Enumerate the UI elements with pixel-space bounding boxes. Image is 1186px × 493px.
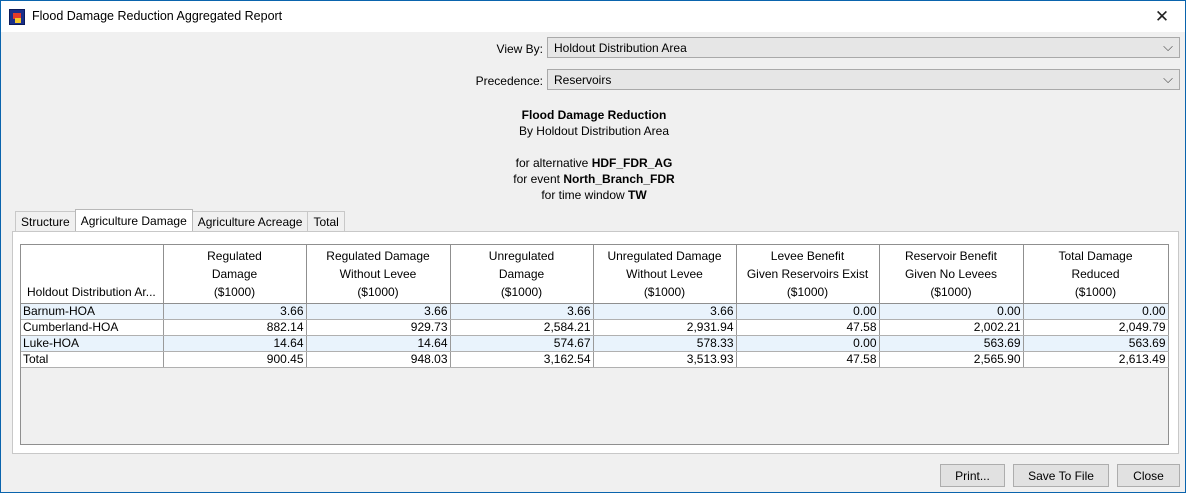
row-label-cell[interactable]: Total xyxy=(21,351,164,368)
event-prefix: for event xyxy=(513,172,564,186)
value-cell[interactable]: 2,002.21 xyxy=(879,319,1024,336)
event-value: North_Branch_FDR xyxy=(563,172,675,186)
table-row[interactable]: Luke-HOA 14.64 14.64 574.67 578.33 0.00 563.69… xyxy=(21,335,1169,352)
row-label-cell[interactable]: Luke-HOA xyxy=(21,335,164,352)
table-frame: Holdout Distribution Ar... Regulated Dama… xyxy=(20,244,1169,445)
report-tabs: Structure Agriculture Damage Agriculture… xyxy=(15,209,345,232)
precedence-value: Reservoirs xyxy=(554,73,612,87)
value-cell[interactable]: 2,931.94 xyxy=(593,319,737,336)
column-header[interactable]: Regulated Damage ($1000) xyxy=(163,245,307,304)
row-label-cell[interactable]: Barnum-HOA xyxy=(21,303,164,320)
view-by-select[interactable]: Holdout Distribution Area ⌵ xyxy=(547,37,1180,58)
value-cell[interactable]: 14.64 xyxy=(306,335,451,352)
app-icon xyxy=(9,9,25,25)
value-cell[interactable]: 2,613.49 xyxy=(1023,351,1169,368)
row-label-cell[interactable]: Cumberland-HOA xyxy=(21,319,164,336)
value-cell[interactable]: 2,584.21 xyxy=(450,319,594,336)
value-cell[interactable]: 2,565.90 xyxy=(879,351,1024,368)
value-cell[interactable]: 47.58 xyxy=(736,351,880,368)
value-cell[interactable]: 578.33 xyxy=(593,335,737,352)
precedence-select[interactable]: Reservoirs ⌵ xyxy=(547,69,1180,90)
title-bar[interactable]: Flood Damage Reduction Aggregated Report… xyxy=(1,1,1185,32)
tab-total[interactable]: Total xyxy=(307,211,345,232)
value-cell[interactable]: 0.00 xyxy=(1023,303,1169,320)
tab-panel: Holdout Distribution Ar... Regulated Dama… xyxy=(12,231,1179,454)
value-cell[interactable]: 3.66 xyxy=(306,303,451,320)
value-cell[interactable]: 47.58 xyxy=(736,319,880,336)
value-cell[interactable]: 929.73 xyxy=(306,319,451,336)
column-header[interactable]: Reservoir Benefit Given No Levees ($1000) xyxy=(879,245,1024,304)
view-by-label: View By: xyxy=(496,42,543,56)
value-cell[interactable]: 900.45 xyxy=(163,351,307,368)
close-button[interactable]: Close xyxy=(1117,464,1180,487)
report-time-window: for time window TW xyxy=(1,188,1186,202)
table-header-row: Holdout Distribution Ar... Regulated Dama… xyxy=(21,245,1169,304)
tab-agriculture-acreage[interactable]: Agriculture Acreage xyxy=(191,211,309,232)
print-button[interactable]: Print... xyxy=(940,464,1005,487)
value-cell[interactable]: 0.00 xyxy=(736,335,880,352)
value-cell[interactable]: 2,049.79 xyxy=(1023,319,1169,336)
value-cell[interactable]: 3.66 xyxy=(450,303,594,320)
table-row[interactable]: Total 900.45 948.03 3,162.54 3,513.93 47.58 2,… xyxy=(21,351,1169,368)
tab-agriculture-damage[interactable]: Agriculture Damage xyxy=(74,209,193,231)
value-cell[interactable]: 3.66 xyxy=(593,303,737,320)
value-cell[interactable]: 574.67 xyxy=(450,335,594,352)
window-title: Flood Damage Reduction Aggregated Report xyxy=(32,9,283,23)
damage-table: Holdout Distribution Ar... Regulated Dama… xyxy=(21,245,1169,368)
save-to-file-button[interactable]: Save To File xyxy=(1013,464,1109,487)
value-cell[interactable]: 882.14 xyxy=(163,319,307,336)
tab-structure[interactable]: Structure xyxy=(15,211,76,232)
precedence-label: Precedence: xyxy=(475,74,543,88)
value-cell[interactable]: 563.69 xyxy=(1023,335,1169,352)
value-cell[interactable]: 948.03 xyxy=(306,351,451,368)
report-title: Flood Damage Reduction xyxy=(521,108,667,122)
report-subtitle: By Holdout Distribution Area xyxy=(518,124,670,138)
value-cell[interactable]: 3,162.54 xyxy=(450,351,594,368)
value-cell[interactable]: 563.69 xyxy=(879,335,1024,352)
column-header[interactable]: Unregulated Damage Without Levee ($1000) xyxy=(593,245,737,304)
time-window-prefix: for time window xyxy=(541,188,629,202)
column-header[interactable]: Holdout Distribution Ar... xyxy=(21,245,164,304)
chevron-down-icon: ⌵ xyxy=(1163,71,1173,86)
value-cell[interactable]: 3.66 xyxy=(163,303,307,320)
column-header[interactable]: Regulated Damage Without Levee ($1000) xyxy=(306,245,451,304)
value-cell[interactable]: 0.00 xyxy=(879,303,1024,320)
column-header[interactable]: Total Damage Reduced ($1000) xyxy=(1023,245,1169,304)
report-event: for event North_Branch_FDR xyxy=(1,172,1186,186)
chevron-down-icon: ⌵ xyxy=(1163,39,1173,54)
value-cell[interactable]: 3,513.93 xyxy=(593,351,737,368)
time-window-value: TW xyxy=(628,188,647,202)
value-cell[interactable]: 14.64 xyxy=(163,335,307,352)
column-header[interactable]: Unregulated Damage ($1000) xyxy=(450,245,594,304)
close-icon[interactable]: ✕ xyxy=(1154,6,1170,26)
value-cell[interactable]: 0.00 xyxy=(736,303,880,320)
column-header[interactable]: Levee Benefit Given Reservoirs Exist ($100… xyxy=(736,245,880,304)
view-by-value: Holdout Distribution Area xyxy=(554,41,687,55)
table-row[interactable]: Cumberland-HOA 882.14 929.73 2,584.21 2,931.… xyxy=(21,319,1169,336)
alternative-prefix: for alternative xyxy=(515,156,592,170)
table-row[interactable]: Barnum-HOA 3.66 3.66 3.66 3.66 0.00 0.00 0.00 xyxy=(21,303,1169,320)
alternative-value: HDF_FDR_AG xyxy=(591,156,673,170)
report-alternative: for alternative HDF_FDR_AG xyxy=(1,156,1186,170)
